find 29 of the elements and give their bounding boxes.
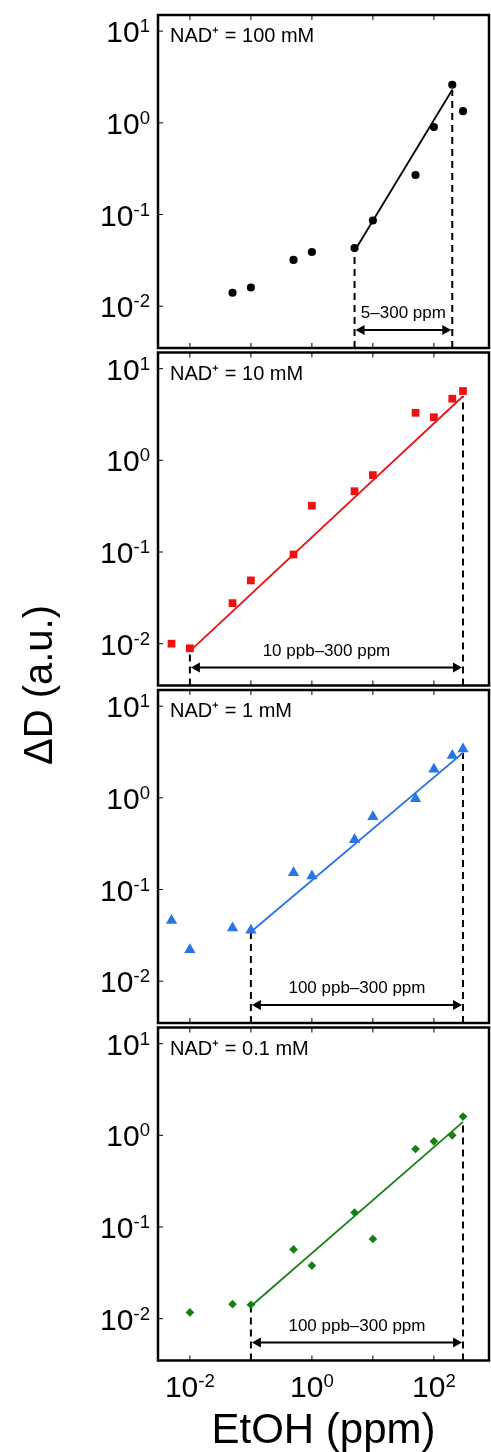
annotation: 100 ppb–300 ppm xyxy=(288,978,426,997)
x-tick-label: 10$^{-2}$ xyxy=(164,1369,215,1403)
y-tick-label: 10$^{1}$ xyxy=(106,689,150,724)
y-tick-label: 10$^{-2}$ xyxy=(100,964,150,999)
annotation: 100 ppb–300 ppm xyxy=(288,1315,426,1335)
y-tick-label: 10$^{-2}$ xyxy=(100,1302,150,1336)
y-tick-label: 10$^{-1}$ xyxy=(100,198,150,232)
y-tick-label: 10$^{-1}$ xyxy=(100,1210,150,1245)
y-tick-label: 10$^{-2}$ xyxy=(100,627,150,661)
text: NAD⁺ = 10 mM xyxy=(170,361,304,384)
y-tick-label: 10$^{1}$ xyxy=(106,352,150,386)
text: NAD⁺ = 0.1 mM xyxy=(170,1036,309,1059)
y-tick-label: 10$^{0}$ xyxy=(106,106,150,140)
x-axis-title: EtOH (ppm) xyxy=(211,1404,436,1452)
y-tick-label: 10$^{0}$ xyxy=(106,781,150,815)
annotation: 5–300 ppm xyxy=(360,303,446,322)
y-tick-label: 10$^{1}$ xyxy=(106,14,150,49)
annotation: 10 ppb–300 ppm xyxy=(262,640,391,660)
y-axis-title: ΔD (a.u.) xyxy=(16,604,60,766)
y-tick-label: 10$^{-1}$ xyxy=(100,535,150,570)
text: NAD⁺ = 1 mM xyxy=(170,699,293,721)
x-tick-label: 10$^{0}$ xyxy=(290,1369,334,1403)
y-tick-label: 10$^{0}$ xyxy=(106,443,150,478)
x-tick-label: 10$^{2}$ xyxy=(412,1369,456,1403)
y-tick-label: 10$^{1}$ xyxy=(106,1027,150,1061)
y-tick-label: 10$^{-1}$ xyxy=(100,873,150,907)
text: NAD⁺ = 100 mM xyxy=(170,24,315,46)
y-tick-label: 10$^{-2}$ xyxy=(100,289,150,324)
y-tick-label: 10$^{0}$ xyxy=(106,1118,150,1153)
